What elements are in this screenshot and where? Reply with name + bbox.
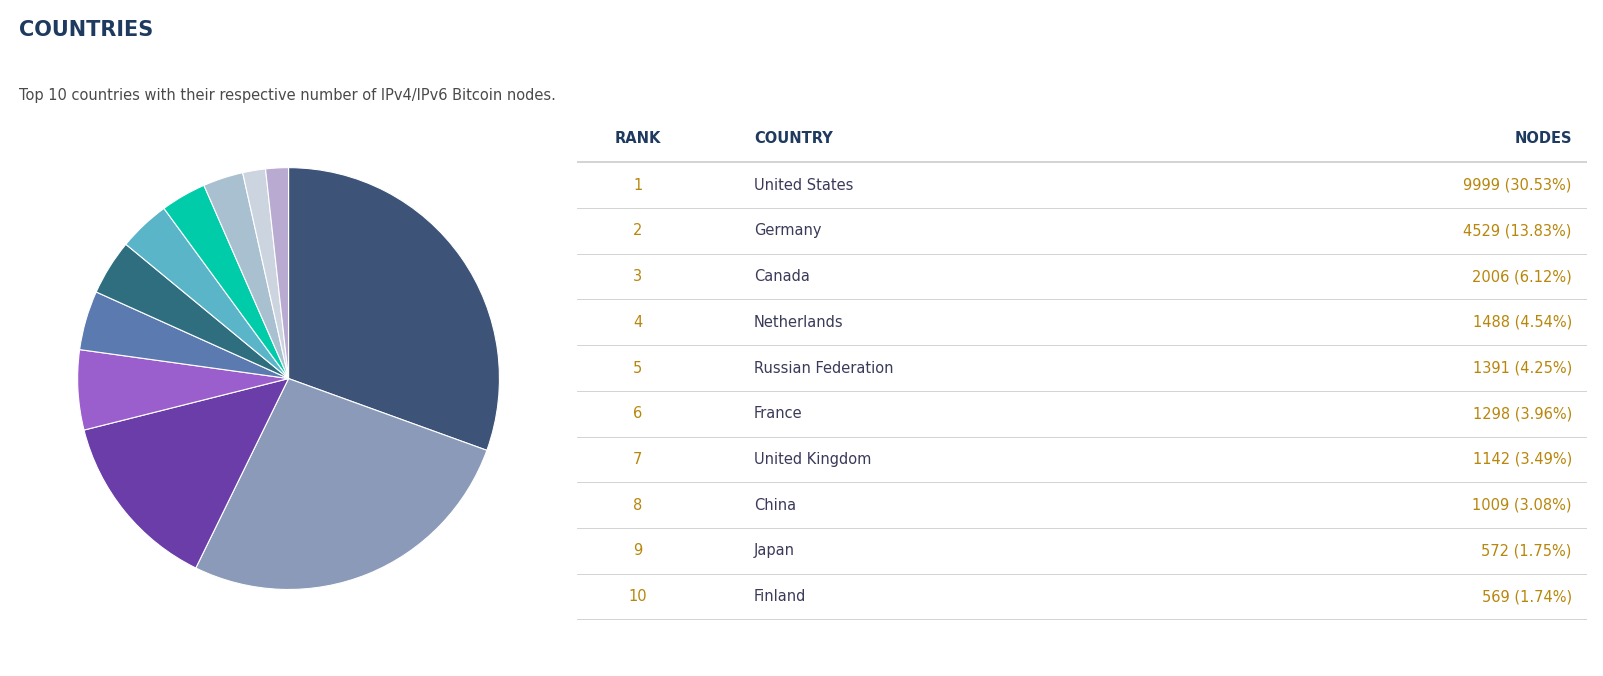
Text: Canada
6.12%: Canada 6.12%: [8, 377, 56, 405]
Text: 2: 2: [633, 224, 643, 239]
Text: COUNTRIES: COUNTRIES: [19, 20, 154, 41]
Text: China: China: [753, 498, 797, 512]
Text: 4: 4: [633, 315, 643, 330]
Text: France: France: [753, 406, 803, 421]
Wedge shape: [80, 292, 289, 379]
Wedge shape: [96, 244, 289, 379]
Text: Other
26.72%: Other 26.72%: [375, 579, 425, 608]
Text: RANK: RANK: [614, 130, 660, 146]
Text: United States: United States: [753, 178, 853, 193]
Text: 4529 (13.83%): 4529 (13.83%): [1464, 224, 1573, 239]
Text: 5: 5: [633, 360, 643, 375]
Text: Germany
13.83%: Germany 13.83%: [48, 510, 109, 539]
Text: Germany: Germany: [753, 224, 821, 239]
Text: Russian Federation: Russian Federation: [753, 360, 893, 375]
Text: 1391 (4.25%): 1391 (4.25%): [1473, 360, 1573, 375]
Text: 1009 (3.08%): 1009 (3.08%): [1472, 498, 1573, 512]
Wedge shape: [164, 185, 289, 379]
Text: Canada: Canada: [753, 269, 810, 284]
Wedge shape: [289, 168, 500, 450]
Wedge shape: [204, 172, 289, 379]
Text: 6: 6: [633, 406, 643, 421]
Text: Netherlands: Netherlands: [753, 315, 843, 330]
Text: 1488 (4.54%): 1488 (4.54%): [1473, 315, 1573, 330]
Text: 1: 1: [633, 178, 643, 193]
Wedge shape: [196, 379, 487, 589]
Text: 9: 9: [633, 544, 643, 558]
Text: Finland: Finland: [753, 589, 806, 604]
Text: 1142 (3.49%): 1142 (3.49%): [1473, 452, 1573, 467]
Wedge shape: [127, 208, 289, 379]
Text: 10: 10: [628, 589, 648, 604]
Wedge shape: [242, 169, 289, 379]
Text: Japan: Japan: [753, 544, 795, 558]
Text: United States
30.53%: United States 30.53%: [478, 231, 569, 260]
Text: 3: 3: [633, 269, 643, 284]
Text: 2006 (6.12%): 2006 (6.12%): [1472, 269, 1573, 284]
Text: 9999 (30.53%): 9999 (30.53%): [1464, 178, 1573, 193]
Text: United Kingdom: United Kingdom: [753, 452, 870, 467]
Text: 572 (1.75%): 572 (1.75%): [1481, 544, 1573, 558]
Text: NODES: NODES: [1515, 130, 1573, 146]
Text: COUNTRY: COUNTRY: [753, 130, 832, 146]
Wedge shape: [83, 379, 289, 568]
Text: 1298 (3.96%): 1298 (3.96%): [1473, 406, 1573, 421]
Text: 569 (1.74%): 569 (1.74%): [1481, 589, 1573, 604]
Text: 7: 7: [633, 452, 643, 467]
Text: 8: 8: [633, 498, 643, 512]
Wedge shape: [77, 349, 289, 430]
Wedge shape: [266, 168, 289, 379]
Text: Top 10 countries with their respective number of IPv4/IPv6 Bitcoin nodes.: Top 10 countries with their respective n…: [19, 88, 556, 103]
